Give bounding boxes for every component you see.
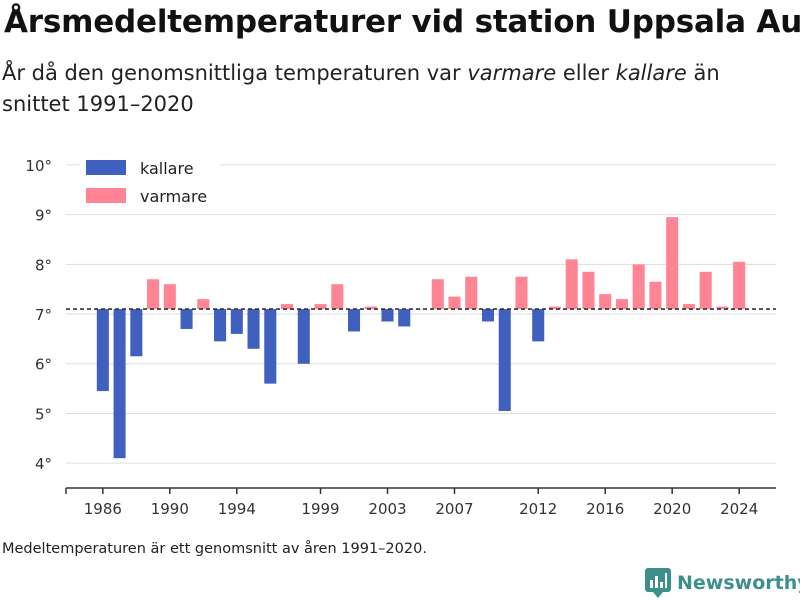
bar-2023 [716, 306, 729, 310]
bar-1999 [314, 304, 327, 310]
legend-swatch-varmare [86, 188, 126, 203]
bar-2000 [331, 284, 344, 310]
bar-2013 [548, 306, 561, 310]
footnote: Medeltemperaturen är ett genomsnitt av å… [2, 541, 427, 557]
legend-swatch-kallare [86, 160, 126, 175]
bar-2011 [515, 276, 528, 310]
bar-1994 [230, 309, 243, 334]
bar-2021 [682, 304, 695, 310]
bar-1992 [197, 299, 210, 310]
bar-2004 [398, 309, 411, 327]
bar-1988 [130, 309, 143, 357]
y-tick-label: 8° [35, 256, 52, 274]
x-tick-label: 2012 [519, 500, 557, 518]
bar-2016 [599, 294, 612, 310]
bar-2018 [632, 264, 645, 310]
bar-1995 [247, 309, 260, 349]
bar-2002 [364, 306, 377, 310]
bar-1996 [264, 309, 277, 384]
bar-2019 [649, 281, 662, 310]
x-tick-label: 2020 [653, 500, 691, 518]
bar-1986 [96, 309, 109, 392]
legend: kallare varmare [80, 155, 220, 213]
bar-1989 [147, 279, 160, 310]
x-tick-label: 1990 [151, 500, 189, 518]
chart-title: Årsmedeltemperaturer vid station Uppsala… [4, 4, 800, 40]
x-tick-label: 1999 [301, 500, 339, 518]
x-tick-label: 2003 [368, 500, 406, 518]
bar-2001 [347, 309, 361, 332]
bar-2020 [666, 217, 679, 310]
y-tick-label: 4° [35, 455, 52, 473]
bar-1998 [297, 309, 310, 364]
brand-logo[interactable]: Newsworthy [645, 568, 800, 598]
bar-2017 [615, 299, 628, 310]
x-tick-label: 2016 [586, 500, 624, 518]
x-tick-label: 2007 [435, 500, 473, 518]
legend-label-kallare: kallare [140, 159, 194, 178]
x-tick-label: 1986 [84, 500, 122, 518]
bar-2008 [465, 276, 478, 310]
y-tick-label: 7° [35, 306, 52, 324]
newsworthy-logo-icon [645, 568, 671, 598]
bar-2009 [481, 309, 495, 322]
bar-2014 [565, 259, 578, 310]
bar-2007 [448, 296, 461, 310]
y-tick-label: 10° [25, 157, 52, 175]
bar-2012 [532, 309, 545, 342]
bar-1991 [180, 309, 193, 329]
bar-2010 [498, 309, 511, 411]
subtitle-warm-word: varmare [467, 61, 557, 85]
temperature-bar-chart: 4° 5° 6° 7° 8° 9° 10° 1986 1990 1994 1999 2003 2007 2… [25, 155, 776, 518]
y-tick-label: 6° [35, 356, 52, 374]
bar-1993 [214, 309, 227, 342]
bar-2015 [582, 271, 595, 310]
bar-1990 [163, 284, 176, 310]
brand-name: Newsworthy [677, 572, 800, 594]
bar-2006 [431, 279, 444, 310]
bar-2024 [733, 261, 746, 310]
subtitle-suffix: än snittet 1991–2020 [2, 61, 720, 116]
y-tick-label: 9° [35, 207, 52, 225]
x-tick-label: 1994 [218, 500, 256, 518]
x-tick-label: 2024 [720, 500, 758, 518]
chart-subtitle: År då den genomsnittliga temperaturen va… [2, 58, 782, 120]
bar-1997 [281, 304, 294, 310]
subtitle-middle: eller [556, 61, 616, 85]
bar-2005 [414, 309, 428, 310]
legend-label-varmare: varmare [140, 187, 207, 206]
bar-2003 [381, 309, 394, 322]
bar-2022 [699, 271, 712, 310]
subtitle-prefix: År då den genomsnittliga temperaturen va… [2, 61, 468, 85]
subtitle-cold-word: kallare [615, 61, 687, 85]
bar-1987 [113, 309, 126, 459]
y-tick-label: 5° [35, 405, 52, 423]
